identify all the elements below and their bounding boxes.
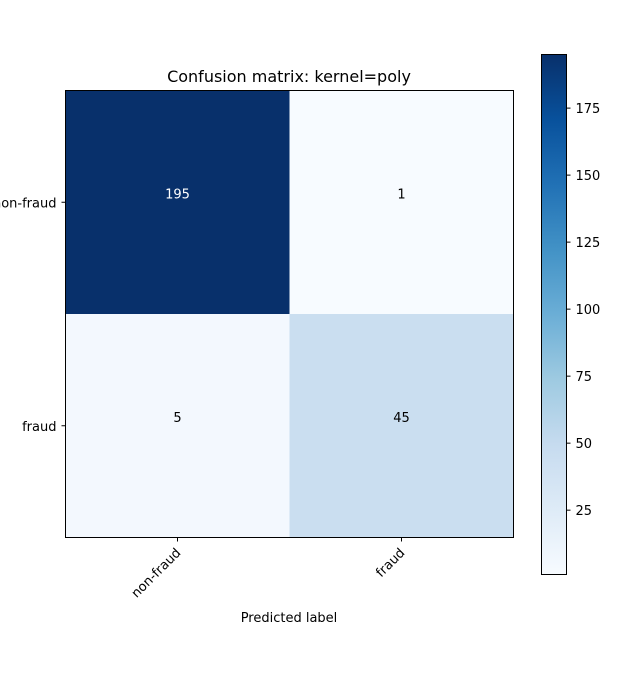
colorbar-tick-label: 175 bbox=[576, 102, 601, 117]
x-tick-label: fraud bbox=[373, 546, 408, 581]
matrix-frame bbox=[65, 90, 514, 538]
cell-value-label: 45 bbox=[393, 411, 410, 426]
colorbar-tick-label: 50 bbox=[576, 437, 593, 452]
chart-title: Confusion matrix: kernel=poly bbox=[167, 67, 411, 86]
colorbar-tick-label: 125 bbox=[576, 236, 601, 251]
matrix-cell-labels: 195 1 5 45 bbox=[165, 187, 410, 426]
x-axis-label: Predicted label bbox=[241, 611, 338, 626]
colorbar-tick-label: 150 bbox=[576, 169, 601, 184]
cell-value-label: 1 bbox=[397, 187, 405, 202]
matrix-cell-1-0 bbox=[65, 314, 290, 538]
cell-value-label: 5 bbox=[173, 411, 181, 426]
y-tick-label: non-fraud bbox=[0, 196, 57, 211]
colorbar-ticks: 25 50 75 100 125 150 175 bbox=[566, 102, 601, 519]
x-axis-ticks: non-fraud fraud bbox=[129, 537, 408, 602]
matrix-cell-0-0 bbox=[65, 90, 290, 314]
x-tick-label: non-fraud bbox=[129, 546, 185, 602]
matrix-cell-0-1 bbox=[289, 90, 514, 314]
colorbar bbox=[541, 54, 567, 575]
y-axis-ticks: non-fraud fraud bbox=[0, 196, 66, 435]
matrix-cell-1-1 bbox=[289, 314, 514, 538]
colorbar-tick-label: 25 bbox=[576, 504, 593, 519]
colorbar-tick-label: 75 bbox=[576, 370, 593, 385]
cell-value-label: 195 bbox=[165, 187, 190, 202]
y-tick-label: fraud bbox=[22, 420, 56, 435]
matrix-cells bbox=[65, 90, 514, 538]
colorbar-tick-label: 100 bbox=[576, 303, 601, 318]
